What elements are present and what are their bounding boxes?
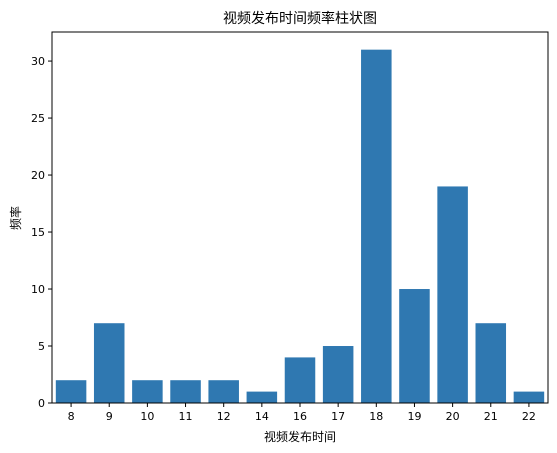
x-tick-label-18: 18: [369, 410, 383, 423]
y-tick-label-15: 15: [31, 226, 45, 239]
x-tick-label-12: 12: [217, 410, 231, 423]
y-axis-label: 频率: [8, 206, 23, 230]
bar-17: [322, 346, 354, 403]
x-tick-label-17: 17: [331, 410, 345, 423]
y-tick-label-25: 25: [31, 112, 45, 125]
y-ticks-group: 0 5 10 15 20 25 30: [31, 55, 52, 410]
x-tick-label-11: 11: [179, 410, 193, 423]
y-tick-label-10: 10: [31, 283, 45, 296]
x-tick-label-16: 16: [293, 410, 307, 423]
y-tick-label-0: 0: [38, 397, 45, 410]
bar-12: [208, 380, 239, 403]
x-tick-label-19: 19: [407, 410, 421, 423]
x-tick-label-22: 22: [522, 410, 536, 423]
bar-10: [132, 380, 163, 403]
x-tick-label-21: 21: [484, 410, 498, 423]
bar-22: [513, 391, 545, 403]
x-axis-label: 视频发布时间: [264, 429, 336, 444]
bar-18: [361, 49, 392, 404]
x-tick-label-8: 8: [68, 410, 75, 423]
bar-14: [246, 391, 278, 403]
bar-16: [284, 357, 316, 403]
x-ticks-group: 8 9 10 11 12 14 16 17 18 19 20 21 22: [68, 403, 536, 423]
bar-11: [170, 380, 201, 403]
bar-21: [475, 323, 507, 403]
x-tick-label-20: 20: [446, 410, 460, 423]
bar-9: [93, 323, 125, 403]
x-tick-label-9: 9: [106, 410, 113, 423]
y-tick-label-5: 5: [38, 340, 45, 353]
chart-title: 视频发布时间频率柱状图: [223, 10, 377, 27]
y-tick-label-20: 20: [31, 169, 45, 182]
plot-frame: [51, 31, 549, 404]
x-tick-label-10: 10: [140, 410, 154, 423]
x-tick-label-14: 14: [255, 410, 269, 423]
y-tick-label-30: 30: [31, 55, 45, 68]
bar-19: [399, 289, 430, 403]
bar-20: [437, 186, 468, 403]
bar-8: [55, 380, 87, 403]
bars-group: [55, 49, 545, 404]
